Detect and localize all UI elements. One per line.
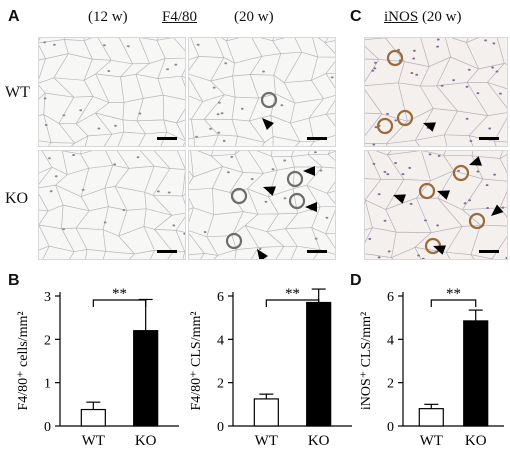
y-tick-label: 6: [217, 290, 224, 305]
header-inos-20w: iNOS (20 w): [384, 9, 462, 26]
arrowhead-icon: [437, 190, 450, 200]
scale-bar: [479, 137, 499, 140]
y-tick-label: 4: [217, 333, 224, 348]
x-tick-label: WT: [255, 433, 278, 449]
arrowhead-icon: [262, 118, 275, 131]
bar-wt: [253, 398, 279, 427]
micrograph-inos-wt: [364, 37, 508, 147]
y-tick-label: 0: [44, 420, 51, 435]
chart-inos-cls: iNOS⁺ CLS/mm² 0 2 4 6 WT KO **: [359, 286, 504, 449]
header-inos-rest: (20 w): [418, 9, 462, 25]
x-tick-label: KO: [308, 433, 330, 449]
y-tick-label: 6: [387, 290, 394, 305]
row-label-wt: WT: [5, 84, 30, 101]
bar-wt: [80, 408, 106, 427]
scale-bar: [157, 250, 177, 253]
arrowhead-icon: [393, 194, 406, 204]
chart-f480-cells: F4/80⁺ cells/mm² 0 1 2 3 WT KO **: [16, 286, 179, 449]
arrowhead-icon: [423, 122, 436, 132]
arrowhead-icon: [257, 249, 268, 259]
bar-ko: [463, 320, 489, 427]
panel-letter-d: D: [350, 272, 362, 289]
bar-ko: [133, 330, 159, 427]
micrograph-wt-20w: [188, 37, 336, 147]
micrograph-wt-12w: [38, 37, 186, 147]
bar-ko: [306, 301, 332, 427]
y-axis-label: F4/80⁺ cells/mm²: [16, 311, 31, 410]
y-tick-label: 0: [217, 420, 224, 435]
scale-bar: [307, 137, 327, 140]
micrograph-inos-ko: [364, 150, 508, 260]
x-tick-label: KO: [465, 433, 487, 449]
arrowhead-icon: [491, 204, 504, 216]
panel-letter-c: C: [350, 8, 362, 25]
y-tick-label: 4: [387, 333, 394, 348]
chart-f480-cls: F4/80⁺ CLS/mm² 0 2 4 6 WT KO **: [189, 286, 352, 449]
header-inos: iNOS: [384, 9, 419, 25]
significance-bracket: [265, 299, 320, 307]
row-label-ko: KO: [5, 190, 29, 207]
arrowhead-icon: [469, 156, 482, 166]
header-20w: (20 w): [234, 9, 274, 25]
y-tick-label: 3: [44, 290, 51, 305]
y-tick-label: 2: [217, 377, 224, 392]
arrowhead-icon: [303, 166, 315, 176]
significance-label: **: [446, 286, 461, 302]
arrowhead-icon: [433, 245, 446, 255]
bar-wt: [418, 408, 444, 427]
significance-label: **: [285, 286, 300, 302]
panel-letter-a: A: [8, 8, 20, 25]
micrograph-ko-12w: [38, 150, 186, 260]
header-12w: (12 w): [88, 9, 128, 25]
y-tick-label: 2: [387, 377, 394, 392]
y-tick-label: 2: [44, 333, 51, 348]
scale-bar: [157, 137, 177, 140]
significance-label: **: [112, 286, 127, 302]
x-tick-label: WT: [420, 433, 443, 449]
x-tick-label: WT: [82, 433, 105, 449]
significance-bracket: [92, 299, 147, 307]
x-tick-label: KO: [135, 433, 157, 449]
arrowhead-icon: [305, 202, 317, 212]
panel-letter-b: B: [8, 272, 20, 289]
y-tick-label: 0: [387, 420, 394, 435]
y-axis-label: F4/80⁺ CLS/mm²: [189, 311, 204, 410]
arrowhead-icon: [263, 186, 276, 196]
micrograph-ko-20w: [188, 150, 336, 260]
y-tick-label: 1: [44, 377, 51, 392]
significance-bracket: [430, 299, 477, 307]
scale-bar: [479, 250, 499, 253]
header-f480: F4/80: [162, 9, 198, 25]
scale-bar: [307, 250, 327, 253]
y-axis-label: iNOS⁺ CLS/mm²: [359, 312, 374, 410]
